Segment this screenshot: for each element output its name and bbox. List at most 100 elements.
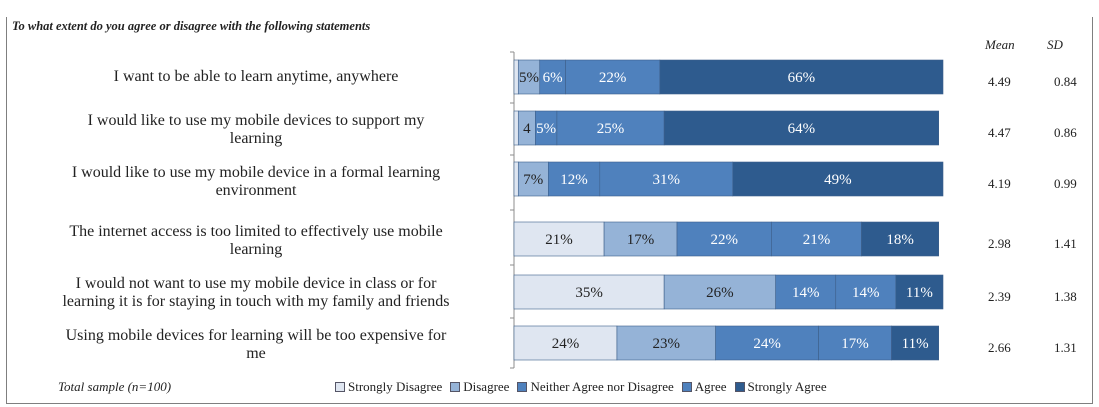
bar-segment	[616, 325, 716, 361]
sd-header: SD	[1047, 37, 1063, 52]
sd-value: 1.41	[1054, 236, 1077, 251]
legend-swatch	[734, 382, 745, 392]
data-label: 14%	[792, 285, 820, 301]
sd-value: 1.38	[1054, 289, 1077, 304]
chart-title: To what extent do you agree or disagree …	[12, 19, 371, 33]
data-label: 66%	[788, 70, 816, 86]
bar-segment	[603, 221, 678, 257]
data-label: 11%	[906, 285, 933, 301]
mean-value: 4.49	[988, 74, 1011, 89]
mean-value: 2.66	[988, 340, 1011, 355]
statement-line: environment	[215, 182, 297, 199]
bar-segment	[895, 274, 944, 310]
data-label: 22%	[710, 232, 738, 248]
statement-label: I would not want to use my mobile device…	[10, 275, 502, 311]
bar-segment	[556, 110, 665, 146]
data-label: 24%	[552, 336, 580, 352]
statement-line: I want to be able to learn anytime, anyw…	[113, 68, 399, 85]
bar-segment	[513, 274, 665, 310]
data-label: 49%	[824, 172, 852, 188]
sd-value: 0.99	[1054, 176, 1077, 191]
bar-segment	[861, 221, 940, 257]
statement-line: learning	[229, 241, 283, 258]
data-label: 31%	[653, 172, 681, 188]
data-label: 14%	[852, 285, 880, 301]
data-label: 35%	[575, 285, 603, 301]
data-label: 17%	[627, 232, 655, 248]
legend-item: Agree	[681, 379, 727, 395]
bar-segment	[548, 161, 601, 197]
statement-label: I would like to use my mobile device in …	[10, 164, 502, 200]
legend-swatch	[450, 382, 461, 392]
bar-segment	[732, 161, 944, 197]
data-label: 64%	[788, 121, 816, 137]
mean-value: 4.47	[988, 125, 1011, 140]
data-label: 12%	[560, 172, 588, 188]
legend-swatch	[681, 382, 692, 392]
bar-segment	[565, 59, 661, 95]
bar-segment	[835, 274, 897, 310]
sd-value: 0.86	[1054, 125, 1077, 140]
data-label: 4	[523, 121, 531, 137]
data-label: 7%	[523, 172, 543, 188]
legend-item: Strongly Disagree	[335, 379, 442, 395]
statement-line: I would not want to use my mobile device…	[75, 275, 437, 292]
statement-line: me	[246, 345, 266, 362]
statement-label: I want to be able to learn anytime, anyw…	[10, 68, 502, 86]
mean-value: 2.98	[988, 236, 1011, 251]
legend-label: Neither Agree nor Disagree	[530, 379, 674, 394]
sd-value: 0.84	[1054, 74, 1077, 89]
bar-segment	[517, 161, 549, 197]
bar-segment	[818, 325, 892, 361]
legend-label: Strongly Agree	[747, 379, 827, 394]
legend-swatch	[335, 382, 345, 392]
data-label: 23%	[653, 336, 681, 352]
data-label: 6%	[543, 70, 563, 86]
bar-segment	[539, 59, 566, 95]
data-label: 22%	[599, 70, 627, 86]
bar-segment	[775, 274, 837, 310]
data-label: 18%	[886, 232, 914, 248]
sample-note: Total sample (n=100)	[58, 379, 172, 394]
data-label: 26%	[706, 285, 734, 301]
data-label: 11%	[902, 336, 929, 352]
legend-item: Disagree	[450, 379, 509, 395]
data-label: 25%	[597, 121, 625, 137]
legend-item: Strongly Agree	[734, 379, 827, 395]
legend-label: Disagree	[463, 379, 510, 394]
data-label: 21%	[545, 232, 573, 248]
bar-segment	[659, 59, 944, 95]
statement-line: learning it is for staying in touch with…	[62, 293, 450, 310]
bar-segment	[513, 110, 519, 146]
legend-label: Strongly Disagree	[348, 379, 443, 394]
bar-segment	[513, 325, 618, 361]
bar-segment	[513, 161, 519, 197]
legend-item: Neither Agree nor Disagree	[517, 379, 674, 395]
statement-line: I would like to use my mobile device in …	[71, 164, 441, 181]
mean-value: 4.19	[988, 176, 1011, 191]
bar-segment	[599, 161, 734, 197]
data-label: 5%	[519, 70, 539, 86]
bar-segment	[771, 221, 862, 257]
data-label: 21%	[803, 232, 831, 248]
bar-segment	[715, 325, 819, 361]
legend-swatch	[517, 382, 528, 392]
mean-header: Mean	[985, 37, 1015, 52]
legend-label: Agree	[694, 379, 727, 394]
data-label: 24%	[753, 336, 781, 352]
statement-line: learning	[229, 130, 283, 147]
statement-line: I would like to use my mobile devices to…	[87, 112, 425, 129]
mean-value: 2.39	[988, 289, 1011, 304]
statement-label: Using mobile devices for learning will b…	[10, 327, 502, 363]
statement-line: The internet access is too limited to ef…	[69, 223, 443, 240]
bar-segment	[513, 59, 519, 95]
bar-segment	[676, 221, 772, 257]
bar-segment	[891, 325, 940, 361]
sd-value: 1.31	[1054, 340, 1077, 355]
statement-label: I would like to use my mobile devices to…	[10, 112, 502, 148]
bar-segment	[663, 110, 940, 146]
statement-label: The internet access is too limited to ef…	[10, 223, 502, 259]
data-label: 17%	[841, 336, 869, 352]
chart-frame	[6, 17, 1093, 404]
